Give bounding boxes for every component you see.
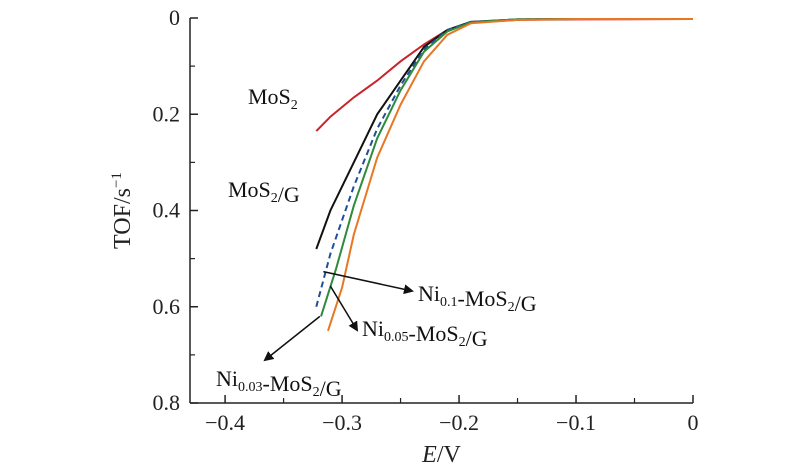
annotation-arrow-1 [329,285,359,332]
y-tick-label: 0.6 [153,294,181,319]
series-line-4 [327,18,693,332]
annotation-label-4: Ni0.03-MoS2/G [216,366,342,401]
annotation-label-2: Ni0.1-MoS2/G [418,281,537,316]
series-line-0 [315,18,694,132]
y-tick-label: 0.8 [153,390,181,415]
annotation-label-3: Ni0.05-MoS2/G [362,316,488,351]
y-axis-label: TOF/s−1 [109,172,136,249]
series-line-3 [320,18,693,317]
x-tick-label: −0.1 [556,410,596,435]
annotation-arrow-2 [263,315,321,362]
x-axis-label: E/V [421,442,461,468]
x-tick-label: 0 [688,410,699,435]
x-tick-label: −0.4 [205,410,245,435]
annotation-label-1: MoS2/G [228,177,300,207]
y-tick-label: 0 [169,5,180,30]
y-tick-label: 0.2 [153,101,181,126]
y-tick-label: 0.4 [153,198,181,223]
x-tick-label: −0.2 [439,410,479,435]
series-line-2 [315,18,693,307]
annotation-label-0: MoS2 [248,84,298,113]
series-group [315,18,694,332]
series-line-1 [315,18,693,250]
x-tick-label: −0.3 [322,410,362,435]
axes: 0 0.2 0.4 0.6 0.8 −0.4 −0.3 −0.2 −0.1 0 E/V TOF/s−1 [109,5,699,468]
annotation-arrow-0 [323,270,414,295]
